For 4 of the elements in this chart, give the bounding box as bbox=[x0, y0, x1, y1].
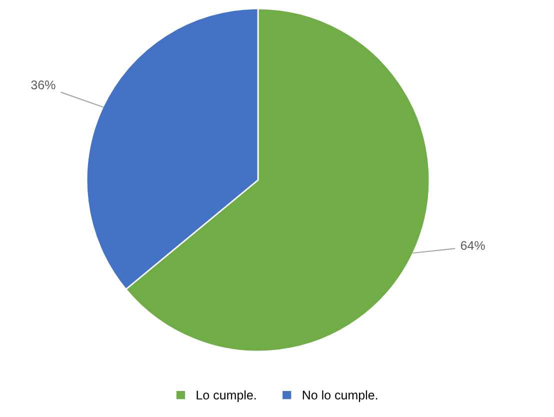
data-label: 36% bbox=[31, 80, 56, 90]
legend-label: Lo cumple. bbox=[196, 390, 256, 402]
data-label: 64% bbox=[460, 241, 485, 250]
legend-label: No lo cumple. bbox=[302, 390, 378, 402]
